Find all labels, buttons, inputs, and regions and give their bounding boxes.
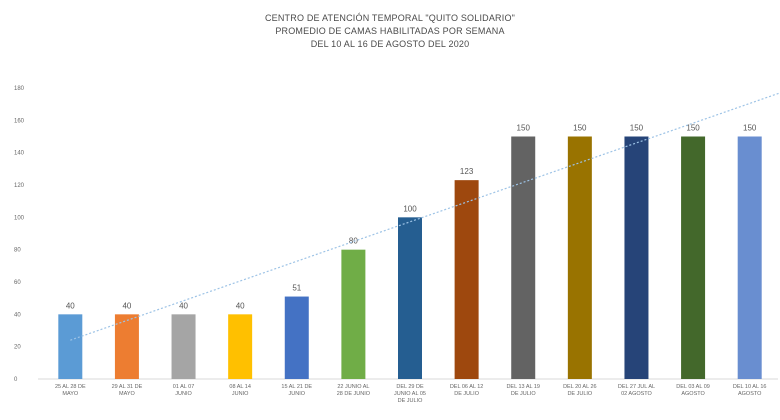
x-tick-label: DE JULIO — [454, 391, 479, 397]
x-tick-label: MAYO — [62, 391, 79, 397]
x-tick-label: DEL 29 DE — [396, 384, 424, 390]
x-tick-label: DE JULIO — [398, 398, 423, 404]
x-tick-label: DEL 20 AL 26 — [563, 384, 597, 390]
data-label: 40 — [179, 301, 188, 310]
y-tick-label: 160 — [14, 118, 25, 124]
y-tick-label: 80 — [14, 248, 21, 254]
x-tick-label: 25 AL 28 DE — [55, 384, 86, 390]
x-tick-label: DE JULIO — [511, 391, 536, 397]
bar — [398, 217, 422, 379]
x-tick-label: 02 AGOSTO — [621, 391, 652, 397]
bar — [681, 136, 706, 379]
x-tick-label: JUNIO — [175, 391, 192, 397]
x-tick-label: DEL 13 AL 19 — [506, 384, 540, 390]
data-label: 150 — [686, 124, 700, 133]
x-tick-label: 08 AL 14 — [229, 384, 251, 390]
x-tick-label: 01 AL 07 — [173, 384, 195, 390]
data-label: 150 — [630, 124, 644, 133]
x-tick-label: JUNIO — [232, 391, 249, 397]
y-tick-label: 120 — [14, 183, 25, 189]
bar — [341, 249, 366, 379]
x-tick-label: MAYO — [119, 391, 136, 397]
bar — [284, 296, 309, 379]
y-tick-label: 0 — [14, 377, 18, 383]
y-tick-label: 100 — [14, 215, 25, 221]
bar — [171, 314, 196, 379]
data-label: 51 — [292, 284, 301, 293]
data-label: 150 — [517, 124, 531, 133]
x-tick-label: 22 JUNIO AL — [337, 384, 369, 390]
data-label: 123 — [460, 167, 474, 176]
x-tick-label: AGOSTO — [738, 391, 762, 397]
y-tick-label: 60 — [14, 280, 21, 286]
x-tick-label: DEL 03 AL 09 — [676, 384, 710, 390]
y-tick-label: 140 — [14, 151, 25, 157]
bar — [511, 136, 536, 379]
x-tick-label: DEL 10 AL 16 — [733, 384, 767, 390]
data-label: 150 — [573, 124, 587, 133]
trend-line — [70, 92, 780, 341]
x-tick-label: DEL 06 AL 12 — [450, 384, 484, 390]
bar — [228, 314, 253, 379]
x-tick-label: DE JULIO — [567, 391, 592, 397]
x-tick-label: 28 DE JUNIO — [337, 391, 371, 397]
bar — [454, 180, 479, 379]
x-tick-label: 15 AL 21 DE — [281, 384, 312, 390]
x-tick-label: 29 AL 31 DE — [112, 384, 143, 390]
y-tick-label: 180 — [14, 86, 25, 92]
bar — [114, 314, 139, 379]
bar — [567, 136, 592, 379]
chart-subtitle: PROMEDIO DE CAMAS HABILITADAS POR SEMANA — [275, 26, 505, 36]
y-tick-label: 20 — [14, 345, 21, 351]
data-label: 40 — [66, 301, 75, 310]
x-tick-label: JUNIO — [289, 391, 306, 397]
chart-title: CENTRO DE ATENCIÓN TEMPORAL "QUITO SOLID… — [264, 13, 516, 23]
x-tick-label: AGOSTO — [681, 391, 705, 397]
data-label: 150 — [743, 124, 757, 133]
x-tick-label: DEL 27 JUL AL — [618, 384, 655, 390]
data-label: 100 — [403, 204, 417, 213]
data-label: 40 — [236, 301, 245, 310]
y-tick-label: 40 — [14, 312, 21, 318]
bar — [624, 136, 649, 379]
bar — [737, 136, 762, 379]
data-label: 40 — [122, 301, 131, 310]
x-tick-label: JUNIO AL 05 — [394, 391, 426, 397]
bar — [58, 314, 83, 379]
chart-subtitle-dates: DEL 10 AL 16 DE AGOSTO DEL 2020 — [310, 39, 470, 49]
